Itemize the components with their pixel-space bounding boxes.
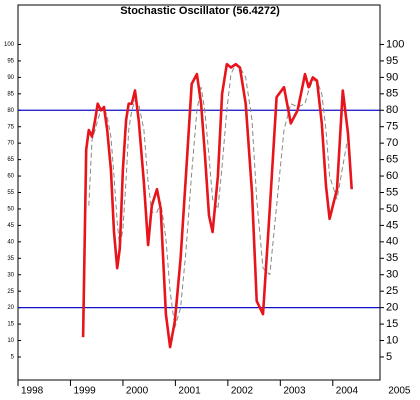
y-tick-label-right: 70 (386, 137, 398, 149)
y-tick-label-left: 20 (7, 305, 14, 311)
y-tick-label-right: 95 (386, 55, 398, 67)
y-tick-label-right: 5 (386, 351, 392, 363)
y-tick-label-right: 40 (386, 236, 398, 248)
x-tick-label: 2001 (178, 386, 201, 397)
y-tick-label-left: 45 (7, 223, 14, 229)
x-tick-label: 1999 (73, 386, 96, 397)
y-tick-label-right: 55 (386, 186, 398, 198)
y-tick-label-right: 75 (386, 121, 398, 133)
y-tick-label-left: 40 (7, 239, 14, 245)
y-tick-label-left: 100 (4, 42, 15, 48)
y-tick-label-left: 30 (7, 272, 14, 278)
y-tick-label-left: 35 (7, 256, 14, 262)
x-tick-label: 1998 (21, 386, 44, 397)
x-tick-label: 2005 (388, 386, 411, 397)
y-tick-label-left: 70 (7, 141, 14, 147)
y-tick-label-right: 100 (386, 38, 404, 50)
y-tick-label-left: 25 (7, 289, 14, 295)
y-tick-label-right: 25 (386, 285, 398, 297)
y-tick-label-left: 85 (7, 91, 14, 97)
y-tick-label-right: 35 (386, 252, 398, 264)
y-tick-label-left: 5 (11, 355, 15, 361)
y-tick-label-left: 90 (7, 75, 14, 81)
x-tick-label: 2002 (231, 386, 254, 397)
y-tick-label-left: 10 (7, 338, 14, 344)
y-tick-label-right: 45 (386, 219, 398, 231)
y-tick-label-right: 90 (386, 71, 398, 83)
y-tick-label-left: 75 (7, 124, 14, 130)
x-tick-label: 2004 (336, 386, 359, 397)
y-tick-label-right: 50 (386, 203, 398, 215)
y-tick-label-right: 20 (386, 302, 398, 314)
y-tick-label-right: 15 (386, 318, 398, 330)
y-tick-label-left: 60 (7, 174, 14, 180)
y-tick-label-left: 95 (7, 58, 14, 64)
y-tick-label-left: 50 (7, 207, 14, 213)
y-tick-label-right: 85 (386, 88, 398, 100)
y-tick-label-right: 30 (386, 269, 398, 281)
y-tick-label-left: 65 (7, 157, 14, 163)
oscillator-line (81, 62, 353, 349)
x-tick-label: 2003 (283, 386, 306, 397)
y-tick-label-left: 80 (7, 108, 14, 114)
y-tick-label-left: 15 (7, 322, 14, 328)
y-tick-label-right: 65 (386, 154, 398, 166)
y-tick-label-right: 10 (386, 334, 398, 346)
y-tick-label-left: 55 (7, 190, 14, 196)
y-tick-label-right: 60 (386, 170, 398, 182)
chart-title: Stochastic Oscillator (56.4272) (120, 5, 280, 17)
y-tick-label-right: 80 (386, 104, 398, 116)
x-tick-label: 2000 (126, 386, 149, 397)
